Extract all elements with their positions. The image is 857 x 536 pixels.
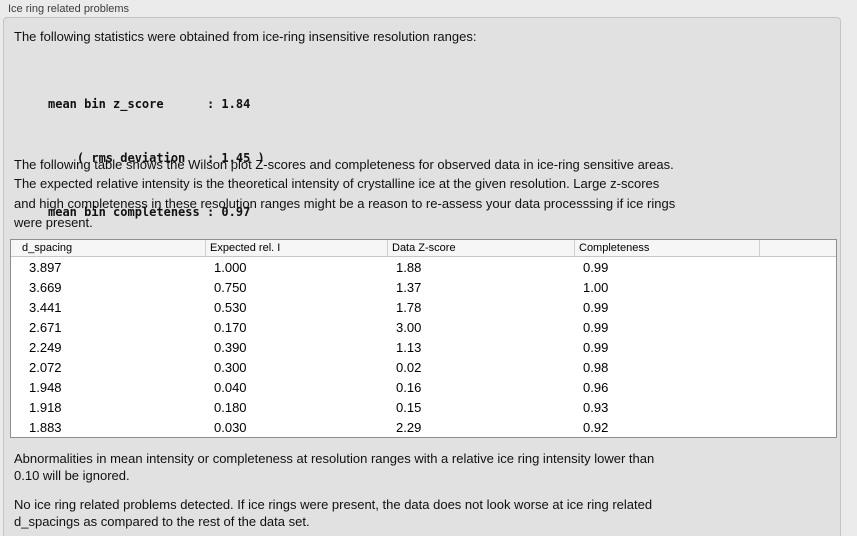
ignore-note-paragraph: Abnormalities in mean intensity or compl…: [14, 450, 654, 485]
table-row[interactable]: 2.671 0.170 3.00 0.99: [11, 317, 836, 337]
table-cell: 2.29: [396, 419, 422, 435]
table-cell: 1.918: [29, 399, 62, 415]
table-cell: 0.93: [583, 399, 609, 415]
table-row[interactable]: 3.441 0.530 1.78 0.99: [11, 297, 836, 317]
table-cell: 0.92: [583, 419, 609, 435]
intro-text: The following statistics were obtained f…: [14, 29, 477, 44]
table-cell: 0.98: [583, 359, 609, 375]
table-cell: 0.99: [583, 319, 609, 335]
table-cell: [759, 317, 836, 337]
table-cell: 1.883: [29, 419, 62, 435]
table-row[interactable]: 1.918 0.180 0.15 0.93: [11, 397, 836, 417]
table-cell: 3.669: [29, 279, 62, 295]
description-line: were present.: [14, 214, 93, 230]
table-cell: 0.300: [214, 359, 247, 375]
table-cell: 3.00: [396, 319, 422, 335]
table-cell: 1.00: [583, 279, 609, 295]
column-header-expected-rel-i[interactable]: Expected rel. I: [205, 240, 387, 256]
column-header-data-z-score[interactable]: Data Z-score: [387, 240, 574, 256]
stat-mean-bin-completeness: mean bin completeness : 0.97: [48, 205, 251, 219]
column-header-completeness[interactable]: Completeness: [574, 240, 759, 256]
conclusion-line: No ice ring related problems detected. I…: [14, 497, 653, 512]
intro-paragraph: The following statistics were obtained f…: [14, 29, 476, 44]
table-cell: 0.750: [214, 279, 247, 295]
table-cell: 0.180: [214, 399, 247, 415]
table-cell: 1.948: [29, 379, 62, 395]
table-cell: 0.170: [214, 319, 247, 335]
description-paragraph: The following table shows the Wilson plo…: [14, 155, 675, 232]
table-cell: [759, 337, 836, 357]
table-cell: 0.15: [396, 399, 422, 415]
column-header-d-spacing[interactable]: d_spacing: [22, 242, 73, 254]
table-cell: 1.88: [396, 259, 422, 275]
stat-mean-bin-z-score: mean bin z_score : 1.84: [48, 97, 251, 111]
table-cell: 0.030: [214, 419, 247, 435]
table-cell: 0.99: [583, 339, 609, 355]
table-cell: 0.96: [583, 379, 609, 395]
table-cell: [759, 377, 836, 397]
table-cell: 3.441: [29, 299, 62, 315]
table-cell: 0.040: [214, 379, 247, 395]
column-header-blank[interactable]: [759, 240, 836, 256]
ignore-note-line: Abnormalities in mean intensity or compl…: [14, 451, 655, 466]
table-cell: 0.16: [396, 379, 422, 395]
table-cell: [759, 257, 836, 277]
table-cell: [759, 297, 836, 317]
ignore-note-line: 0.10 will be ignored.: [14, 468, 130, 484]
table-cell: 1.000: [214, 259, 247, 275]
table-cell: 1.78: [396, 299, 422, 315]
conclusion-paragraph: No ice ring related problems detected. I…: [14, 496, 652, 531]
table-cell: 0.02: [396, 359, 422, 375]
table-cell: 2.072: [29, 359, 62, 375]
table-cell: 3.897: [29, 259, 62, 275]
stat-z-score-rms-deviation: ( rms deviation : 1.45 ): [48, 151, 265, 165]
panel-title: Ice ring related problems: [8, 3, 130, 15]
table-cell: 1.13: [396, 339, 422, 355]
table-cell: [759, 277, 836, 297]
table-cell: [759, 417, 836, 437]
table-cell: [759, 397, 836, 417]
table-row[interactable]: 3.669 0.750 1.37 1.00: [11, 277, 836, 297]
table-cell: 0.390: [214, 339, 247, 355]
table-row[interactable]: 2.249 0.390 1.13 0.99: [11, 337, 836, 357]
ice-ring-results-table: d_spacing Expected rel. I Data Z-score C…: [10, 239, 837, 438]
table-cell: 0.99: [583, 259, 609, 275]
conclusion-line: d_spacings as compared to the rest of th…: [14, 514, 310, 530]
description-line: The expected relative intensity is the t…: [14, 176, 660, 192]
table-cell: 0.99: [583, 299, 609, 315]
table-cell: 0.530: [214, 299, 247, 315]
table-header-row: d_spacing Expected rel. I Data Z-score C…: [11, 240, 836, 257]
table-cell: 2.671: [29, 319, 62, 335]
table-row[interactable]: 2.072 0.300 0.02 0.98: [11, 357, 836, 377]
description-line: and high completeness in these resolutio…: [14, 195, 676, 211]
table-cell: [759, 357, 836, 377]
description-line: The following table shows the Wilson plo…: [14, 157, 674, 172]
table-row[interactable]: 1.883 0.030 2.29 0.92: [11, 417, 836, 437]
table-row[interactable]: 3.897 1.000 1.88 0.99: [11, 257, 836, 277]
table-row[interactable]: 1.948 0.040 0.16 0.96: [11, 377, 836, 397]
table-cell: 2.249: [29, 339, 62, 355]
table-cell: 1.37: [396, 279, 422, 295]
